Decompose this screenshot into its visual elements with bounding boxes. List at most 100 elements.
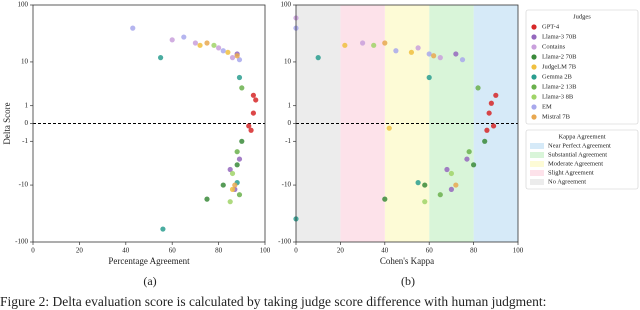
data-point xyxy=(466,149,472,155)
data-point xyxy=(444,166,450,173)
data-point xyxy=(204,40,210,46)
legend-label: GPT-4 xyxy=(542,23,560,30)
data-point xyxy=(437,55,443,61)
x-axis-label: Cohen's Kappa xyxy=(380,256,434,266)
data-point xyxy=(482,138,488,144)
data-point xyxy=(453,51,459,57)
legend-label: Moderate Agreement xyxy=(548,160,603,167)
legend-swatch xyxy=(530,179,544,185)
data-point xyxy=(422,182,428,188)
y-tick-label: 1 xyxy=(288,101,292,109)
data-point xyxy=(426,74,432,81)
legend-label: Mistral 7B xyxy=(542,113,571,120)
y-tick-label: 10 xyxy=(284,58,292,66)
data-point xyxy=(382,196,388,202)
data-point xyxy=(234,149,240,155)
legend-label: Slight Agreement xyxy=(548,169,594,176)
data-point xyxy=(426,51,432,57)
legend-label: Near Perfect Agreement xyxy=(548,142,611,149)
legend-label: Substantial Agreement xyxy=(548,151,607,158)
data-point xyxy=(415,180,421,186)
x-tick-label: 20 xyxy=(76,247,84,255)
y-tick-label: -1 xyxy=(22,137,28,145)
data-point xyxy=(386,125,392,131)
data-point xyxy=(253,97,259,103)
data-point xyxy=(158,55,164,61)
data-point xyxy=(227,199,233,205)
data-point xyxy=(232,182,238,188)
x-tick-label: 60 xyxy=(426,247,434,255)
data-point xyxy=(393,48,399,54)
data-point xyxy=(227,166,233,173)
data-point xyxy=(371,42,377,48)
legend-label: Llama-3 8B xyxy=(542,93,574,100)
data-point xyxy=(448,186,454,192)
data-point xyxy=(315,55,321,61)
y-tick-label: 10 xyxy=(21,58,29,66)
axes-frame xyxy=(295,4,519,243)
data-point xyxy=(453,182,459,188)
data-point xyxy=(229,170,236,177)
data-point xyxy=(169,37,175,43)
legend-marker xyxy=(531,74,537,80)
data-point xyxy=(236,74,243,81)
x-tick-label: 20 xyxy=(337,247,345,255)
data-point xyxy=(342,42,348,48)
data-point xyxy=(448,170,454,177)
y-tick-label: 0 xyxy=(25,119,29,127)
legend-marker xyxy=(531,24,537,30)
y-tick-label: -100 xyxy=(15,238,28,246)
legend-label: Gemma 2B xyxy=(542,73,572,80)
legend-label: Llama-2 13B xyxy=(542,83,577,90)
legend-marker xyxy=(531,104,537,110)
x-tick-label: 0 xyxy=(294,247,298,255)
legend-label: Contains xyxy=(542,43,566,50)
legend-label: Llama-3 70B xyxy=(542,33,577,40)
data-point xyxy=(486,110,492,116)
data-point xyxy=(160,226,166,232)
subfigure-label: (b) xyxy=(401,274,415,288)
data-point xyxy=(464,156,470,162)
y-tick-label: 100 xyxy=(281,1,292,9)
x-tick-label: 80 xyxy=(470,247,478,255)
data-point xyxy=(422,199,428,205)
data-point xyxy=(475,85,481,91)
x-tick-label: 40 xyxy=(381,247,389,255)
legend-box xyxy=(525,9,639,125)
data-point xyxy=(220,182,226,188)
legend-marker xyxy=(531,34,537,40)
data-point xyxy=(239,85,245,91)
caption: Figure 2: Delta evaluation score is calc… xyxy=(0,294,546,309)
legend-title: Judges xyxy=(573,13,591,20)
legend-marker xyxy=(531,54,537,60)
y-tick-label: -1 xyxy=(285,137,291,145)
data-point xyxy=(181,34,187,40)
axes-frame xyxy=(32,4,266,243)
data-point xyxy=(437,192,443,198)
data-point xyxy=(216,45,222,51)
legend-marker xyxy=(531,64,537,70)
data-point xyxy=(248,127,254,133)
x-tick-label: 80 xyxy=(215,247,223,255)
data-point xyxy=(490,123,497,129)
data-point xyxy=(130,25,136,31)
x-tick-label: 100 xyxy=(513,247,524,255)
legend-marker xyxy=(531,44,537,50)
legend-swatch xyxy=(530,170,544,176)
data-point xyxy=(250,92,256,98)
x-axis-label: Percentage Agreement xyxy=(108,256,190,266)
y-tick-label: -10 xyxy=(282,181,292,189)
legend-marker xyxy=(531,94,537,100)
data-point xyxy=(197,42,203,48)
legend-swatch xyxy=(530,161,544,167)
y-tick-label: 100 xyxy=(18,1,29,9)
legend-marker xyxy=(531,114,537,120)
x-tick-label: 100 xyxy=(260,247,271,255)
data-point xyxy=(488,100,494,106)
data-point xyxy=(236,57,243,63)
data-point xyxy=(360,40,366,46)
data-point xyxy=(408,49,415,55)
data-point xyxy=(234,162,240,168)
x-tick-label: 60 xyxy=(169,247,177,255)
